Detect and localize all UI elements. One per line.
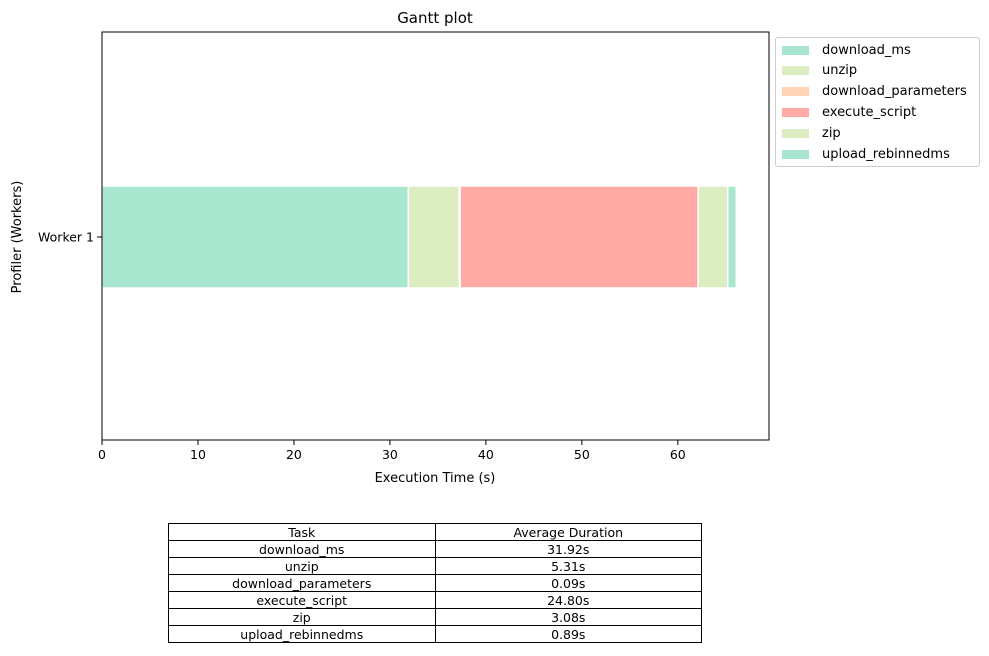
table-row: unzip 5.31s: [168, 557, 702, 575]
table-row: zip 3.08s: [168, 608, 702, 626]
plot-frame: [101, 31, 770, 441]
table-row: execute_script 24.80s: [168, 591, 702, 609]
task-cell: download_parameters: [168, 574, 436, 592]
x-tick-label: 0: [98, 447, 106, 462]
legend-item-download_parameters: download_parameters: [782, 82, 967, 102]
legend-swatch: [782, 45, 809, 55]
legend-label: zip: [822, 125, 841, 141]
task-cell: zip: [168, 608, 436, 626]
x-tick-label: 10: [190, 447, 206, 462]
table-header-task: Task: [168, 523, 436, 541]
task-cell: unzip: [168, 557, 436, 575]
duration-cell: 5.31s: [434, 557, 702, 575]
task-cell: execute_script: [168, 591, 436, 609]
bar-download_ms: [101, 185, 410, 289]
x-tick-label: 50: [574, 447, 590, 462]
y-axis-label: Profiler (Workers): [10, 181, 25, 294]
table-header-row: Task Average Duration: [168, 523, 702, 541]
legend-item-download_ms: download_ms: [782, 40, 911, 60]
gantt-chart: Gantt plot 0 10 20 30 40 50 60 Worker 1 Execut…: [10, 9, 770, 486]
legend-label: upload_rebinnedms: [822, 146, 950, 162]
y-tick-label: Worker 1: [38, 230, 94, 245]
legend-label: unzip: [822, 63, 858, 79]
legend-swatch: [782, 107, 809, 117]
bars-group: [101, 185, 738, 289]
bar-unzip: [407, 185, 461, 289]
table-row: download_parameters 0.09s: [168, 574, 702, 592]
duration-cell: 31.92s: [434, 540, 702, 558]
duration-cell: 3.08s: [434, 608, 702, 626]
bar-zip: [697, 185, 729, 289]
bar-execute_script: [459, 185, 699, 289]
x-tick-label: 40: [478, 447, 494, 462]
legend-item-zip: zip: [782, 123, 841, 143]
chart-title: Gantt plot: [397, 9, 473, 27]
x-tick-label: 60: [670, 447, 686, 462]
legend-swatch: [782, 149, 809, 159]
table-header-duration: Average Duration: [434, 523, 702, 541]
legend-item-upload_rebinnedms: upload_rebinnedms: [782, 144, 950, 164]
legend-item-unzip: unzip: [782, 61, 857, 81]
x-tick-label: 30: [382, 447, 398, 462]
legend-label: execute_script: [822, 104, 917, 120]
x-axis: 0 10 20 30 40 50 60: [98, 440, 686, 462]
duration-cell: 24.80s: [434, 591, 702, 609]
x-tick-label: 20: [286, 447, 302, 462]
legend-item-execute_script: execute_script: [782, 102, 916, 122]
legend-swatch: [782, 128, 809, 138]
duration-cell: 0.09s: [434, 574, 702, 592]
bar-upload_rebinnedms: [726, 185, 738, 289]
legend-swatch: [782, 87, 809, 97]
legend-swatch: [782, 66, 809, 76]
duration-cell: 0.89s: [434, 625, 702, 643]
table-row: upload_rebinnedms 0.89s: [168, 625, 702, 643]
task-cell: upload_rebinnedms: [168, 625, 436, 643]
task-duration-table: Task Average Duration download_ms 31.92s u…: [168, 523, 702, 643]
legend-label: download_ms: [822, 42, 911, 58]
x-axis-label: Execution Time (s): [375, 471, 496, 486]
table-row: download_ms 31.92s: [168, 540, 702, 558]
task-cell: download_ms: [168, 540, 436, 558]
legend-label: download_parameters: [822, 84, 967, 100]
y-axis: Worker 1: [38, 230, 102, 245]
